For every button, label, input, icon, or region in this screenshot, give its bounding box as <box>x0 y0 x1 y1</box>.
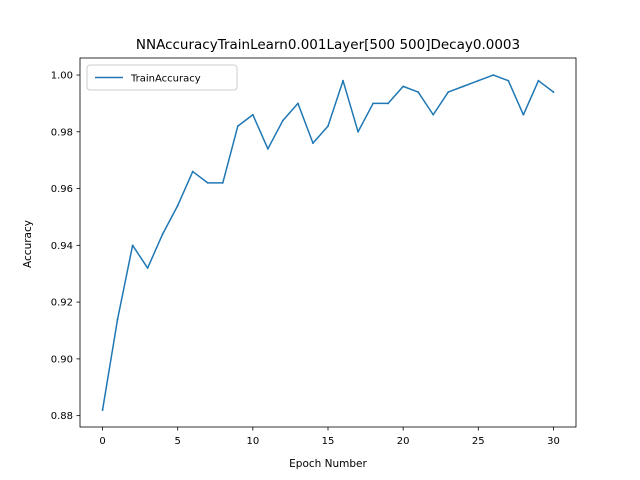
data-point <box>327 125 329 128</box>
x-tick-label: 30 <box>547 436 560 447</box>
data-point <box>477 79 480 82</box>
y-tick-label: 1.00 <box>51 71 73 82</box>
data-point <box>206 181 209 184</box>
legend-label: TrainAccuracy <box>130 73 201 84</box>
y-tick-label: 0.88 <box>51 411 73 422</box>
data-point <box>282 119 284 122</box>
data-point <box>552 91 555 93</box>
x-tick-label: 15 <box>322 436 335 447</box>
chart-title: NNAccuracyTrainLearn0.001Layer[500 500]D… <box>136 37 520 53</box>
data-point <box>297 102 299 105</box>
data-point <box>251 113 254 116</box>
data-point <box>357 130 359 133</box>
data-point <box>417 91 420 93</box>
axes-layer: 0 5 10 15 20 25 30 0.88 0.90 0.92 0.94 0.96 0.98 1.00 <box>51 57 577 447</box>
legend-box <box>86 64 238 91</box>
x-tick-label: 25 <box>472 436 485 447</box>
data-point <box>191 170 194 173</box>
y-tick-label: 0.92 <box>51 298 73 309</box>
data-point <box>116 318 119 321</box>
data-point <box>161 233 164 235</box>
x-tick-label: 20 <box>397 436 410 447</box>
y-tick-label: 0.94 <box>51 241 73 252</box>
data-point <box>402 85 405 88</box>
data-point <box>432 113 435 116</box>
x-tick-label: 5 <box>175 436 181 447</box>
x-tick-label: 10 <box>246 436 259 447</box>
plot-series-layer <box>101 74 555 411</box>
legend: TrainAccuracy <box>86 64 238 91</box>
data-point <box>176 204 179 207</box>
data-point <box>146 267 149 269</box>
data-point <box>447 91 450 93</box>
y-axis-title: Accuracy <box>22 220 34 268</box>
data-point <box>131 244 134 247</box>
data-point <box>462 85 465 88</box>
data-point <box>101 409 104 411</box>
x-axis-title: Epoch Number <box>289 458 367 470</box>
data-point <box>372 102 374 105</box>
data-point <box>312 142 314 145</box>
y-tick-label: 0.98 <box>51 127 73 138</box>
data-point <box>221 181 224 184</box>
y-tick-label: 0.90 <box>51 354 73 365</box>
y-tick-label: 0.96 <box>51 184 73 195</box>
data-point <box>387 102 390 105</box>
data-point <box>507 79 510 82</box>
data-point <box>522 113 525 116</box>
data-point <box>492 74 495 76</box>
data-point <box>266 147 269 150</box>
x-tick-label: 0 <box>99 436 105 447</box>
data-point <box>537 79 540 82</box>
data-point <box>342 79 344 82</box>
data-point <box>236 125 239 128</box>
